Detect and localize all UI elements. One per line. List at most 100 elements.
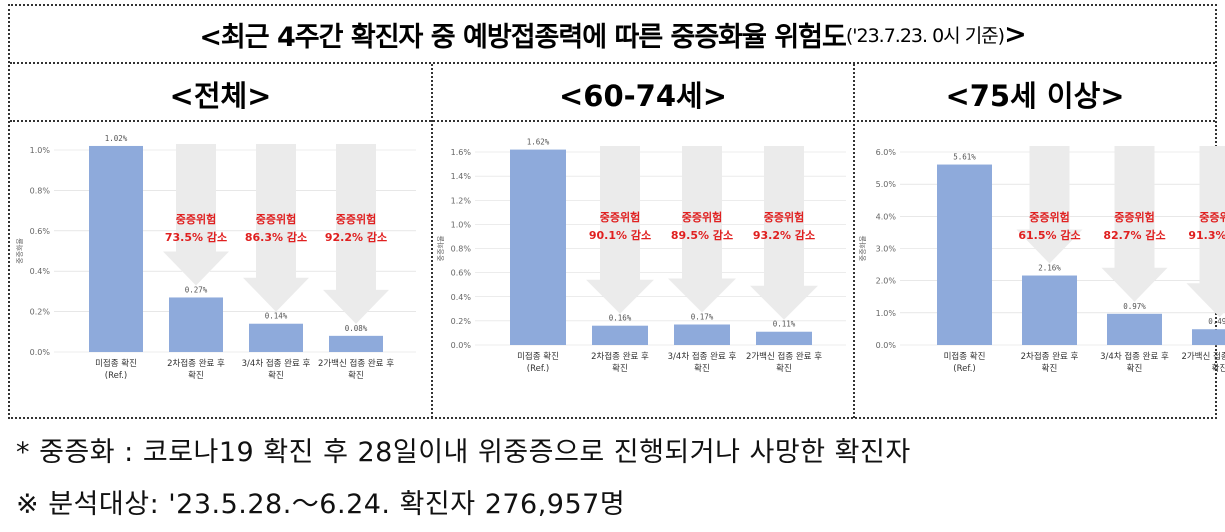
y-tick-label: 0.2% bbox=[451, 317, 472, 326]
risk-annotation-title: 중증위험 bbox=[764, 210, 804, 224]
bar bbox=[756, 331, 812, 345]
x-tick-label: 2차접종 완료 후 bbox=[167, 358, 225, 369]
bar bbox=[510, 149, 566, 345]
risk-annotation-title: 중증위험 bbox=[1029, 210, 1069, 224]
y-axis-title: 중증화율 bbox=[16, 238, 24, 264]
x-tick-label: (Ref.) bbox=[953, 364, 975, 374]
y-tick-label: 0.6% bbox=[30, 227, 51, 236]
bar-value-label: 1.62% bbox=[527, 138, 550, 147]
bar bbox=[169, 297, 223, 352]
y-tick-label: 0.8% bbox=[451, 245, 472, 254]
x-tick-label: 확진 bbox=[1042, 363, 1058, 374]
y-tick-label: 1.0% bbox=[451, 220, 472, 229]
chart-panel-75-plus: 중증화율 0.0% 1.0% 2.0% 3.0% 4.0% 5.0% 6.0% 5.61% 미접종… bbox=[857, 122, 1225, 417]
x-tick-label: 확진 bbox=[1127, 363, 1143, 374]
x-tick-label: 2가백신 접종 완료 후 bbox=[746, 351, 822, 362]
bar bbox=[937, 164, 992, 345]
chart-panel-60-74: 중증화율 0.0% 0.2% 0.4% 0.6% 0.8% 1.0% 1.2% 1.4% 1.6%… bbox=[435, 122, 851, 417]
y-axis-title: 중증화율 bbox=[859, 235, 867, 261]
y-tick-label: 2.0% bbox=[876, 277, 897, 286]
y-tick-label: 1.4% bbox=[451, 172, 472, 181]
y-tick-label: 0.4% bbox=[451, 293, 472, 302]
x-tick-label: 2가백신 접종 완료 후 bbox=[318, 358, 394, 369]
y-tick-label: 4.0% bbox=[876, 212, 897, 221]
risk-annotation-value: 61.5% 감소 bbox=[1018, 228, 1080, 242]
risk-annotation-title: 중증위험 bbox=[176, 212, 216, 226]
reduction-arrow bbox=[163, 144, 229, 286]
y-tick-label: 1.2% bbox=[451, 196, 472, 205]
chart-60-74: 중증화율 0.0% 0.2% 0.4% 0.6% 0.8% 1.0% 1.2% 1.4% 1.6%… bbox=[437, 138, 846, 374]
bar-value-label: 5.61% bbox=[953, 153, 976, 162]
x-tick-label: 2차접종 완료 후 bbox=[591, 351, 649, 362]
risk-annotation-value: 82.7% 감소 bbox=[1103, 228, 1165, 242]
x-tick-label: 3/4차 접종 완료 후 bbox=[1100, 351, 1169, 362]
x-tick-label: 확진 bbox=[348, 370, 364, 381]
bar bbox=[1192, 329, 1225, 345]
divider-panel-titles bbox=[10, 120, 1215, 122]
x-tick-label: (Ref.) bbox=[527, 364, 549, 374]
x-tick-label: 확진 bbox=[612, 363, 628, 374]
risk-annotation-value: 73.5% 감소 bbox=[165, 230, 227, 244]
x-tick-label: 3/4차 접종 완료 후 bbox=[668, 351, 737, 362]
bar-value-label: 0.11% bbox=[773, 320, 796, 329]
bar-value-label: 0.14% bbox=[265, 312, 288, 321]
x-tick-label: 미접종 확진 bbox=[944, 351, 986, 362]
reduction-arrow bbox=[1186, 146, 1225, 318]
x-tick-label: 3/4차 접종 완료 후 bbox=[242, 358, 311, 369]
divider-panel-1 bbox=[431, 64, 433, 418]
x-tick-label: 확진 bbox=[776, 363, 792, 374]
title-text: <최근 4주간 확진자 중 예방접종력에 따른 중증화율 위험도 bbox=[199, 21, 847, 53]
bar bbox=[592, 325, 648, 345]
y-tick-label: 6.0% bbox=[876, 148, 897, 157]
y-tick-label: 0.0% bbox=[451, 341, 472, 350]
title-end: > bbox=[1004, 18, 1027, 50]
bar bbox=[249, 323, 303, 352]
x-tick-label: 확진 bbox=[268, 370, 284, 381]
bar bbox=[89, 145, 143, 352]
footnote-definition: * 중증화 : 코로나19 확진 후 28일이내 위중증으로 진행되거나 사망한… bbox=[16, 437, 911, 468]
risk-annotation-title: 중증위험 bbox=[1199, 210, 1225, 224]
footnote-analysis-target: ※ 분석대상: '23.5.28.～6.24. 확진자 276,957명 bbox=[16, 489, 626, 520]
y-tick-label: 0.6% bbox=[451, 269, 472, 278]
bar-value-label: 0.27% bbox=[185, 285, 208, 294]
x-tick-label: 2가백신 접종 완료 후 bbox=[1181, 351, 1225, 362]
bar-value-label: 0.49% bbox=[1208, 317, 1225, 326]
y-tick-label: 5.0% bbox=[876, 180, 897, 189]
reduction-arrow bbox=[323, 144, 389, 324]
y-tick-label: 1.0% bbox=[876, 309, 897, 318]
y-axis-title: 중증화율 bbox=[437, 235, 445, 261]
y-tick-label: 0.4% bbox=[30, 267, 51, 276]
panel-title-75-plus: <75세 이상> bbox=[945, 79, 1125, 113]
risk-annotation-title: 중증위험 bbox=[1114, 210, 1154, 224]
bar bbox=[1022, 275, 1077, 345]
x-tick-label: 확진 bbox=[1212, 363, 1225, 374]
reduction-arrow bbox=[1101, 146, 1168, 302]
y-tick-label: 0.8% bbox=[30, 186, 51, 195]
bar bbox=[674, 324, 730, 345]
x-tick-label: 확진 bbox=[694, 363, 710, 374]
chart-all: 중증화율 0.0% 0.2% 0.4% 0.6% 0.8% 1.0% 1.02% 미접종 확진 (… bbox=[16, 134, 416, 381]
y-tick-label: 1.0% bbox=[30, 146, 51, 155]
reduction-arrow bbox=[668, 146, 736, 313]
y-tick-label: 1.6% bbox=[451, 148, 472, 157]
bar-value-label: 2.16% bbox=[1038, 264, 1061, 273]
reduction-arrow bbox=[1016, 146, 1083, 264]
panel-title-all: <전체> bbox=[169, 79, 272, 113]
x-tick-label: 미접종 확진 bbox=[517, 351, 559, 362]
bar-value-label: 0.97% bbox=[1123, 302, 1146, 311]
divider-title bbox=[10, 62, 1215, 64]
risk-annotation-title: 중증위험 bbox=[256, 212, 296, 226]
chart-panel-all: 중증화율 0.0% 0.2% 0.4% 0.6% 0.8% 1.0% 1.02% 미접종 확진 (… bbox=[14, 122, 430, 417]
panel-title-60-74: <60-74세> bbox=[558, 79, 728, 113]
risk-annotation-title: 중증위험 bbox=[682, 210, 722, 224]
bar bbox=[1107, 313, 1162, 345]
x-tick-label: (Ref.) bbox=[105, 371, 127, 381]
bar-value-label: 1.02% bbox=[105, 134, 128, 143]
y-tick-label: 0.2% bbox=[30, 308, 51, 317]
bar-value-label: 0.08% bbox=[345, 324, 368, 333]
risk-annotation-value: 89.5% 감소 bbox=[671, 228, 733, 242]
figure-title: <최근 4주간 확진자 중 예방접종력에 따른 중증화율 위험도 ('23.7.2… bbox=[10, 6, 1215, 62]
y-tick-label: 3.0% bbox=[876, 245, 897, 254]
x-tick-label: 2차접종 완료 후 bbox=[1021, 351, 1079, 362]
y-tick-label: 0.0% bbox=[30, 348, 51, 357]
